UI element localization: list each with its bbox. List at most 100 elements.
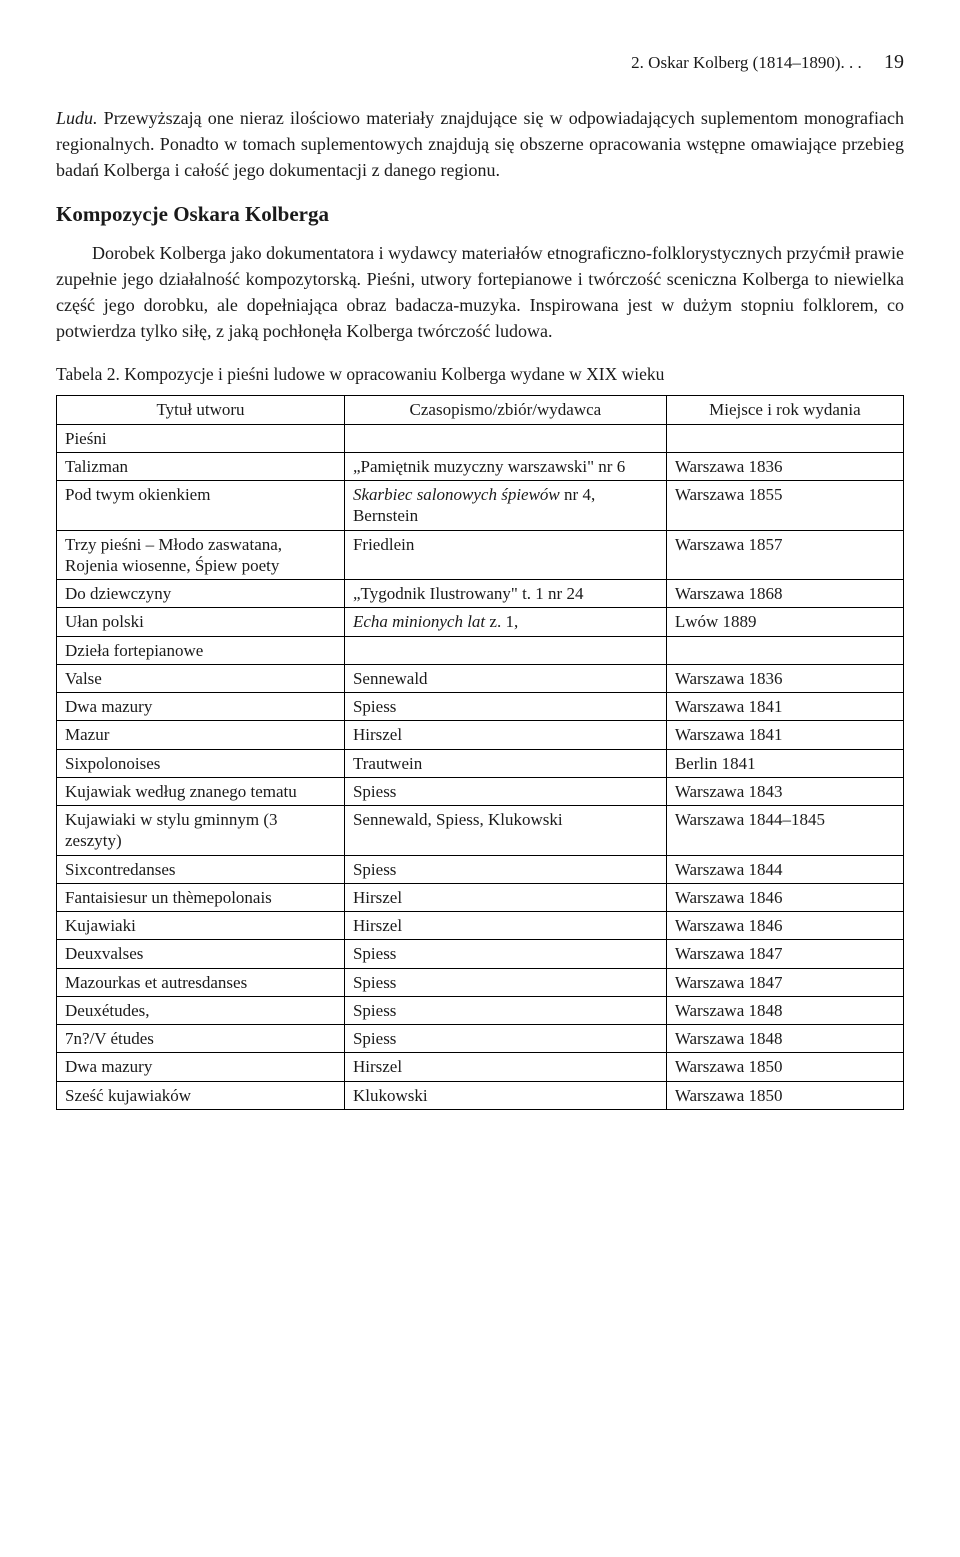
table-cell-title: Trzy pieśni – Młodo zaswatana, Rojenia w…: [57, 530, 345, 580]
compositions-table: Tytuł utworu Czasopismo/zbiór/wydawca Mi…: [56, 395, 904, 1110]
table-cell-publication: Skarbiec salonowych śpiewów nr 4, Bernst…: [344, 481, 666, 531]
table-cell-title: Dwa mazury: [57, 1053, 345, 1081]
table-row: Do dziewczyny„Tygodnik Ilustrowany" t. 1…: [57, 580, 904, 608]
table-cell-empty: [666, 636, 903, 664]
table-cell-place-year: Warszawa 1843: [666, 777, 903, 805]
table-cell-title: Talizman: [57, 452, 345, 480]
table-cell-publication: Hirszel: [344, 883, 666, 911]
paragraph-intro-rest: Przewyższają one nieraz ilościowo materi…: [56, 108, 904, 180]
table-row: Kujawiaki w stylu gminnym (3 zeszyty)Sen…: [57, 806, 904, 856]
table-cell-title: Do dziewczyny: [57, 580, 345, 608]
table-caption: Tabela 2. Kompozycje i pieśni ludowe w o…: [56, 362, 904, 387]
table-row: Deuxétudes,SpiessWarszawa 1848: [57, 996, 904, 1024]
table-cell-title: Deuxétudes,: [57, 996, 345, 1024]
running-head-text: 2. Oskar Kolberg (1814–1890). . .: [631, 53, 862, 72]
table-row: 7n?/V étudesSpiessWarszawa 1848: [57, 1025, 904, 1053]
col-header-place-year: Miejsce i rok wydania: [666, 396, 903, 424]
table-section-label: Dzieła fortepianowe: [57, 636, 345, 664]
table-cell-place-year: Warszawa 1844–1845: [666, 806, 903, 856]
page-number: 19: [884, 48, 904, 77]
table-row: Trzy pieśni – Młodo zaswatana, Rojenia w…: [57, 530, 904, 580]
table-cell-publication: Hirszel: [344, 912, 666, 940]
table-cell-title: Valse: [57, 664, 345, 692]
table-cell-title: Kujawiak według znanego tematu: [57, 777, 345, 805]
table-cell-place-year: Warszawa 1836: [666, 452, 903, 480]
table-cell-publication: Spiess: [344, 777, 666, 805]
table-cell-title: 7n?/V études: [57, 1025, 345, 1053]
table-section-label: Pieśni: [57, 424, 345, 452]
table-cell-publication: Echa minionych lat z. 1,: [344, 608, 666, 636]
table-cell-empty: [344, 424, 666, 452]
table-cell-place-year: Warszawa 1846: [666, 912, 903, 940]
table-cell-publication: „Pamiętnik muzyczny warszawski" nr 6: [344, 452, 666, 480]
table-cell-place-year: Warszawa 1841: [666, 721, 903, 749]
paragraph-body: Dorobek Kolberga jako dokumentatora i wy…: [56, 240, 904, 344]
table-cell-title: Kujawiaki w stylu gminnym (3 zeszyty): [57, 806, 345, 856]
paragraph-intro: Ludu. Przewyższają one nieraz ilościowo …: [56, 105, 904, 183]
table-cell-place-year: Warszawa 1868: [666, 580, 903, 608]
table-row: SixcontredansesSpiessWarszawa 1844: [57, 855, 904, 883]
table-cell-publication: Spiess: [344, 1025, 666, 1053]
table-cell-publication: Spiess: [344, 855, 666, 883]
table-cell-publication: „Tygodnik Ilustrowany" t. 1 nr 24: [344, 580, 666, 608]
table-cell-place-year: Warszawa 1850: [666, 1053, 903, 1081]
table-row: Dwa mazurySpiessWarszawa 1841: [57, 693, 904, 721]
table-cell-title: Sixcontredanses: [57, 855, 345, 883]
table-header-row: Tytuł utworu Czasopismo/zbiór/wydawca Mi…: [57, 396, 904, 424]
table-cell-place-year: Warszawa 1847: [666, 968, 903, 996]
table-cell-place-year: Warszawa 1848: [666, 996, 903, 1024]
table-cell-place-year: Warszawa 1846: [666, 883, 903, 911]
table-row: Pod twym okienkiemSkarbiec salonowych śp…: [57, 481, 904, 531]
table-cell-title: Mazur: [57, 721, 345, 749]
table-row: Fantaisiesur un thèmepolonaisHirszelWars…: [57, 883, 904, 911]
table-cell-title: Kujawiaki: [57, 912, 345, 940]
table-row: Ułan polskiEcha minionych lat z. 1,Lwów …: [57, 608, 904, 636]
table-cell-publication: Spiess: [344, 968, 666, 996]
table-cell-place-year: Berlin 1841: [666, 749, 903, 777]
lead-word: Ludu.: [56, 108, 98, 128]
table-row: KujawiakiHirszelWarszawa 1846: [57, 912, 904, 940]
table-row: MazurHirszelWarszawa 1841: [57, 721, 904, 749]
table-row: Pieśni: [57, 424, 904, 452]
col-header-title: Tytuł utworu: [57, 396, 345, 424]
table-row: SixpolonoisesTrautweinBerlin 1841: [57, 749, 904, 777]
table-cell-title: Mazourkas et autresdanses: [57, 968, 345, 996]
table-cell-publication: Hirszel: [344, 1053, 666, 1081]
col-header-publication: Czasopismo/zbiór/wydawca: [344, 396, 666, 424]
table-cell-title: Dwa mazury: [57, 693, 345, 721]
table-row: Mazourkas et autresdansesSpiessWarszawa …: [57, 968, 904, 996]
table-cell-publication: Spiess: [344, 996, 666, 1024]
table-cell-publication: Spiess: [344, 940, 666, 968]
table-cell-place-year: Warszawa 1841: [666, 693, 903, 721]
table-cell-title: Pod twym okienkiem: [57, 481, 345, 531]
table-cell-publication: Trautwein: [344, 749, 666, 777]
table-cell-publication: Hirszel: [344, 721, 666, 749]
table-row: DeuxvalsesSpiessWarszawa 1847: [57, 940, 904, 968]
table-cell-title: Sześć kujawiaków: [57, 1081, 345, 1109]
table-cell-place-year: Warszawa 1850: [666, 1081, 903, 1109]
table-cell-empty: [344, 636, 666, 664]
table-row: Talizman„Pamiętnik muzyczny warszawski" …: [57, 452, 904, 480]
table-cell-publication: Klukowski: [344, 1081, 666, 1109]
table-cell-publication: Friedlein: [344, 530, 666, 580]
table-row: Sześć kujawiakówKlukowskiWarszawa 1850: [57, 1081, 904, 1109]
table-cell-place-year: Warszawa 1855: [666, 481, 903, 531]
table-cell-title: Ułan polski: [57, 608, 345, 636]
table-cell-place-year: Warszawa 1836: [666, 664, 903, 692]
table-cell-place-year: Warszawa 1847: [666, 940, 903, 968]
table-cell-publication: Spiess: [344, 693, 666, 721]
table-cell-place-year: Warszawa 1848: [666, 1025, 903, 1053]
table-cell-place-year: Warszawa 1857: [666, 530, 903, 580]
table-cell-place-year: Warszawa 1844: [666, 855, 903, 883]
table-cell-title: Fantaisiesur un thèmepolonais: [57, 883, 345, 911]
table-row: Dwa mazuryHirszelWarszawa 1850: [57, 1053, 904, 1081]
running-header: 2. Oskar Kolberg (1814–1890). . . 19: [56, 48, 904, 77]
table-row: Kujawiak według znanego tematuSpiessWars…: [57, 777, 904, 805]
table-row: Dzieła fortepianowe: [57, 636, 904, 664]
section-heading: Kompozycje Oskara Kolberga: [56, 199, 904, 229]
table-cell-title: Sixpolonoises: [57, 749, 345, 777]
table-row: ValseSennewaldWarszawa 1836: [57, 664, 904, 692]
table-cell-publication: Sennewald: [344, 664, 666, 692]
table-cell-title: Deuxvalses: [57, 940, 345, 968]
table-cell-empty: [666, 424, 903, 452]
